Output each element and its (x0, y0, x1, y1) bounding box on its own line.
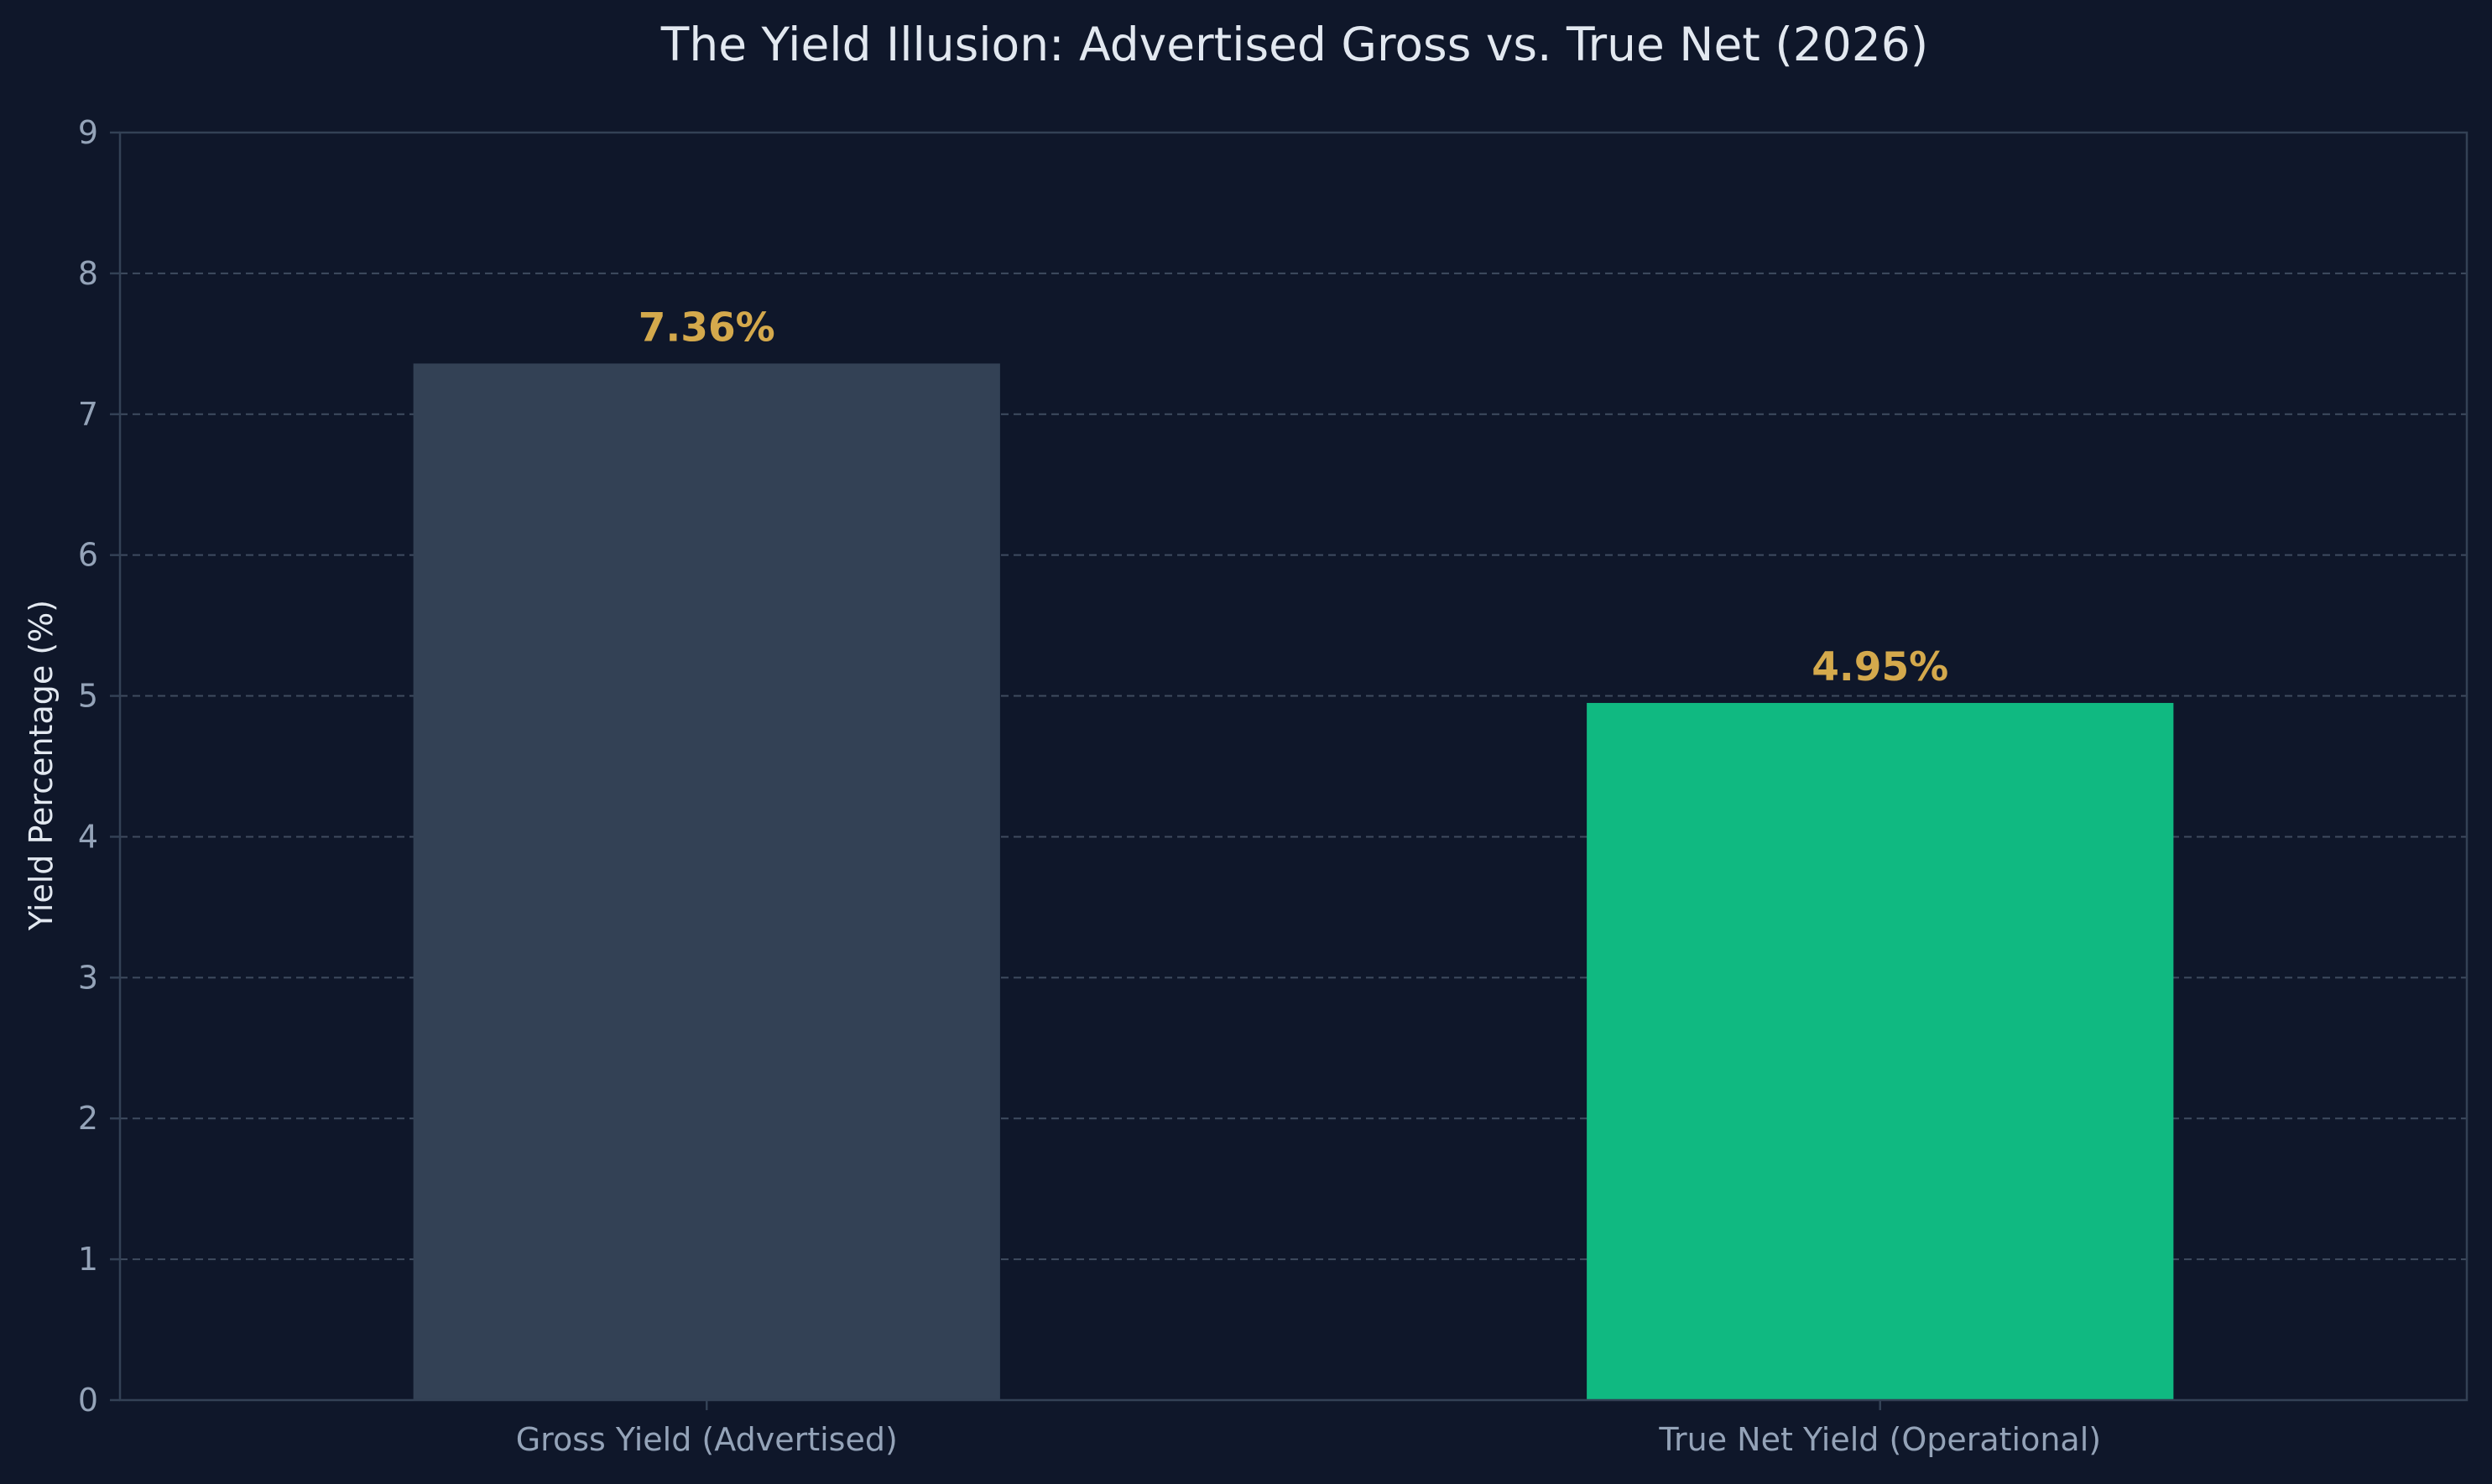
y-tick-label: 0 (78, 1382, 98, 1419)
y-tick-label: 2 (78, 1100, 98, 1137)
chart-title: The Yield Illusion: Advertised Gross vs.… (660, 18, 1928, 71)
bars (413, 363, 2174, 1400)
y-tick-label: 3 (78, 959, 98, 996)
y-tick-label: 9 (78, 114, 98, 151)
y-axis-ticks: 0 1 2 3 4 5 6 7 8 9 (78, 114, 120, 1419)
x-tick-label: Gross Yield (Advertised) (516, 1421, 898, 1458)
y-tick-label: 6 (78, 537, 98, 574)
data-label: 7.36% (639, 305, 775, 351)
axes-frame (118, 131, 2469, 1402)
data-labels: 7.36% 4.95% (639, 305, 1949, 690)
y-tick-label: 8 (78, 255, 98, 292)
y-axis-label: Yield Percentage (%) (23, 600, 60, 931)
data-label: 4.95% (1812, 644, 1948, 690)
x-tick-label: True Net Yield (Operational) (1658, 1421, 2101, 1458)
plot-frame (118, 131, 2469, 1402)
x-axis-ticks: Gross Yield (Advertised) True Net Yield (… (516, 1400, 2101, 1458)
y-tick-label: 7 (78, 396, 98, 433)
bar (413, 363, 1000, 1400)
bar (1587, 702, 2174, 1400)
y-tick-label: 1 (78, 1241, 98, 1278)
y-tick-label: 4 (78, 818, 98, 855)
y-tick-label: 5 (78, 678, 98, 715)
